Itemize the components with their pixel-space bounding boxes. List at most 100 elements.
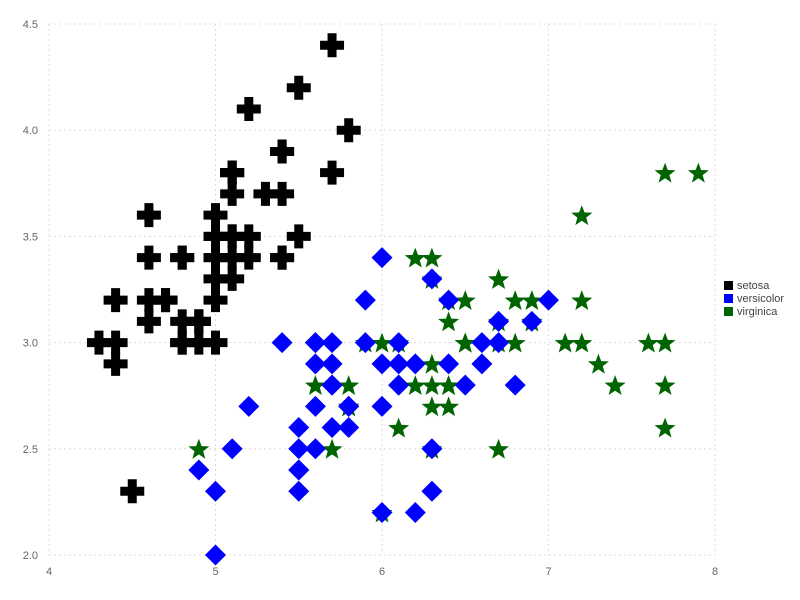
data-points	[86, 33, 709, 566]
setosa-point	[203, 266, 228, 291]
setosa-point	[170, 309, 195, 334]
setosa-point	[203, 288, 228, 313]
setosa-point	[203, 224, 228, 249]
legend-item-versicolor: versicolor	[724, 292, 784, 305]
virginica-point	[338, 375, 360, 395]
x-tick-label: 6	[379, 566, 385, 578]
virginica-point	[571, 332, 593, 353]
setosa-point	[220, 266, 245, 291]
virginica-point	[304, 375, 326, 395]
versicolor-point	[404, 502, 426, 524]
setosa-point	[253, 181, 278, 206]
virginica-point	[388, 417, 410, 438]
versicolor-point	[338, 395, 360, 417]
virginica-point	[454, 332, 476, 353]
setosa-point	[170, 245, 195, 270]
setosa-point	[103, 288, 128, 313]
versicolor-point	[321, 332, 343, 354]
versicolor-point	[371, 247, 393, 269]
versicolor-point	[188, 459, 210, 481]
virginica-point	[571, 290, 593, 310]
versicolor-point	[438, 289, 460, 311]
legend: setosa versicolor virginica	[724, 279, 784, 318]
versicolor-point	[321, 417, 343, 439]
y-tick-label: 2.0	[23, 550, 38, 562]
versicolor-point	[288, 438, 310, 460]
legend-swatch	[724, 281, 733, 290]
versicolor-point	[354, 289, 376, 311]
legend-label: virginica	[737, 305, 778, 318]
setosa-point	[203, 330, 228, 355]
versicolor-point	[354, 332, 376, 354]
versicolor-point	[371, 353, 393, 375]
versicolor-point	[388, 353, 410, 375]
versicolor-point	[404, 353, 426, 375]
axis-ticks: 4 5 6 7 8 2.0 2.5 3.0 3.5 4.0 4.5	[23, 19, 718, 578]
virginica-point	[654, 332, 676, 353]
versicolor-point	[371, 395, 393, 417]
setosa-point	[86, 330, 111, 355]
versicolor-point	[288, 417, 310, 439]
setosa-point	[203, 203, 228, 228]
virginica-point	[421, 396, 443, 417]
setosa-point	[136, 309, 161, 334]
virginica-point	[654, 162, 676, 183]
setosa-point	[336, 118, 361, 143]
virginica-point	[654, 417, 676, 438]
virginica-point	[438, 396, 460, 417]
setosa-point	[286, 224, 311, 249]
virginica-point	[371, 332, 393, 353]
versicolor-point	[205, 480, 226, 502]
setosa-point	[320, 160, 345, 185]
versicolor-point	[221, 438, 243, 460]
virginica-point	[504, 332, 526, 353]
versicolor-point	[288, 480, 310, 502]
versicolor-point	[438, 353, 460, 375]
versicolor-point	[271, 332, 293, 354]
virginica-point	[404, 247, 426, 268]
virginica-point	[504, 290, 526, 310]
setosa-point	[220, 224, 245, 249]
virginica-point	[321, 438, 343, 459]
grid	[48, 23, 716, 556]
setosa-point	[136, 245, 161, 270]
virginica-point	[604, 375, 626, 395]
setosa-point	[170, 330, 195, 355]
y-tick-label: 4.5	[23, 19, 38, 31]
versicolor-point	[304, 438, 326, 460]
versicolor-point	[471, 353, 493, 375]
versicolor-point	[521, 310, 543, 332]
setosa-point	[136, 203, 161, 228]
setosa-point	[186, 309, 211, 334]
virginica-point	[588, 353, 609, 374]
setosa-point	[186, 330, 211, 355]
x-tick-label: 5	[212, 566, 218, 578]
versicolor-point	[388, 374, 410, 396]
y-tick-label: 3.5	[23, 231, 38, 243]
setosa-point	[236, 96, 261, 121]
setosa-point	[270, 181, 295, 206]
legend-label: setosa	[737, 279, 770, 292]
x-tick-label: 4	[46, 566, 52, 578]
versicolor-point	[488, 332, 510, 354]
virginica-point	[188, 438, 210, 459]
legend-swatch	[724, 307, 733, 316]
virginica-point	[488, 438, 509, 459]
setosa-point	[153, 288, 178, 313]
setosa-point	[203, 245, 228, 270]
versicolor-point	[488, 310, 510, 332]
y-tick-label: 2.5	[23, 444, 38, 456]
virginica-point	[488, 268, 509, 289]
setosa-point	[286, 75, 311, 100]
versicolor-point	[538, 289, 559, 311]
setosa-point	[103, 330, 128, 355]
virginica-point	[637, 332, 659, 353]
versicolor-point	[321, 353, 343, 375]
versicolor-point	[471, 332, 493, 354]
legend-item-setosa: setosa	[724, 279, 784, 292]
versicolor-point	[421, 438, 443, 460]
versicolor-point	[288, 459, 310, 481]
virginica-point	[687, 162, 709, 183]
setosa-point	[236, 224, 261, 249]
